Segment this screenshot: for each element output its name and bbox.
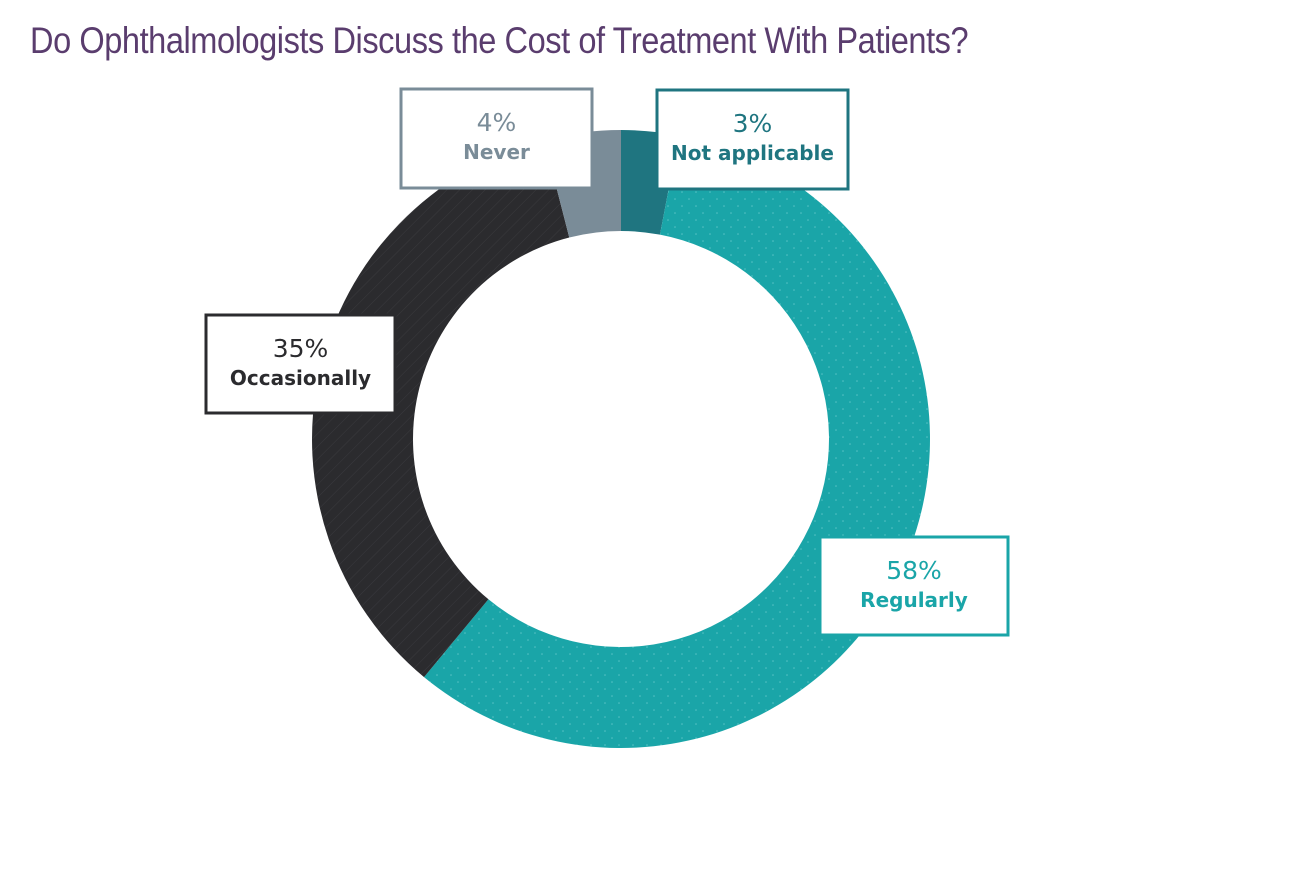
callout-occasionally: 35% Occasionally [204, 313, 397, 415]
callout-box [655, 88, 850, 191]
slice-value-label: 35% [273, 334, 329, 363]
callout-not-applicable: 3% Not applicable [655, 88, 850, 191]
callout-box [399, 87, 594, 190]
chart-title: Do Ophthalmologists Discuss the Cost of … [30, 20, 969, 61]
slice-category-label: Never [463, 140, 530, 164]
slice-category-label: Occasionally [230, 366, 371, 390]
slice-value-label: 58% [886, 556, 942, 585]
slices-layer [311, 130, 930, 748]
slice-occasionally [311, 139, 570, 678]
callout-box [204, 313, 397, 415]
callout-box [818, 535, 1010, 637]
slice-value-label: 4% [477, 108, 517, 137]
callout-regularly: 58% Regularly [818, 535, 1010, 637]
slice-category-label: Not applicable [671, 141, 834, 165]
slice-regularly [424, 135, 930, 748]
slice-value-label: 3% [733, 109, 773, 138]
callouts-layer: 3% Not applicable 58% Regularly 35% Occasiona… [204, 87, 1010, 637]
slice-category-label: Regularly [860, 588, 968, 612]
callout-never: 4% Never [399, 87, 594, 190]
